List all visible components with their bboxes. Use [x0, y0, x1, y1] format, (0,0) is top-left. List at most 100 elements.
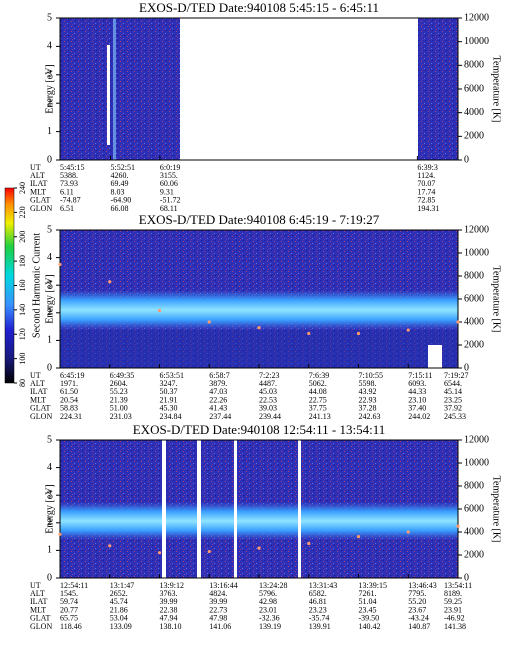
colorbar-tick-label: 240: [18, 182, 27, 194]
temperature-point: [406, 328, 410, 332]
table-cell: -39.50: [359, 614, 380, 623]
table-cell: 6:0:19: [160, 163, 180, 172]
table-cell: 20.54: [60, 395, 78, 404]
table-row-label: GLON: [30, 204, 52, 213]
table-row-label: ALT: [30, 171, 45, 180]
table-cell: 50.37: [160, 387, 178, 396]
y-tick-label: 4: [47, 41, 52, 52]
table-cell: 13:9:12: [160, 581, 184, 590]
table-cell: 51.00: [110, 404, 128, 413]
table-cell: 5598.: [359, 379, 377, 388]
table-cell: 45.74: [110, 597, 128, 606]
table-cell: 7:6:39: [309, 371, 329, 380]
table-cell: 47.94: [160, 614, 178, 623]
table-cell: 12:54:11: [60, 581, 88, 590]
table-row-label: ALT: [30, 589, 45, 598]
y-tick-label: 1: [47, 545, 52, 556]
table-cell: 59.25: [444, 597, 462, 606]
table-cell: 3155.: [160, 171, 178, 180]
table-cell: 23.25: [444, 395, 462, 404]
y2-axis-label: Temperature [K]: [491, 266, 502, 333]
table-row-label: GLAT: [30, 196, 51, 205]
table-cell: 241.13: [309, 412, 331, 421]
table-row-label: GLAT: [30, 614, 51, 623]
table-cell: 7795.: [408, 589, 426, 598]
table-cell: 141.06: [209, 622, 231, 631]
colorbar-tick-label: 100: [18, 353, 27, 365]
y-tick-label: 5: [47, 12, 52, 23]
table-cell: 22.93: [359, 395, 377, 404]
y-axis-label: Energy [eV]: [44, 484, 55, 534]
y2-tick-label: 8000: [464, 270, 484, 281]
y2-tick-label: 4000: [464, 526, 484, 537]
table-cell: 6.51: [60, 204, 74, 213]
y-tick-label: 3: [47, 69, 52, 80]
y2-tick-label: 10000: [464, 457, 489, 468]
table-cell: 51.04: [359, 597, 377, 606]
table-cell: 5:45:15: [60, 163, 84, 172]
table-cell: 21.39: [110, 395, 128, 404]
colorbar-tick-label: 180: [18, 255, 27, 267]
table-cell: 7:19:27: [444, 371, 468, 380]
y-tick-label: 3: [47, 489, 52, 500]
spectrogram-image: [60, 230, 458, 368]
table-cell: 55.23: [110, 387, 128, 396]
y-tick-label: 0: [47, 362, 52, 373]
y-tick-label: 1: [47, 126, 52, 137]
temperature-point: [307, 541, 311, 546]
temperature-point: [257, 546, 261, 550]
y2-tick-label: 10000: [464, 247, 489, 258]
table-cell: 58.83: [60, 404, 78, 413]
y-axis-label: Energy [eV]: [44, 274, 55, 324]
table-cell: -43.24: [408, 614, 429, 623]
y2-axis-label: Temperature [K]: [491, 56, 502, 123]
y2-tick-label: 6000: [464, 503, 484, 514]
table-cell: 22.75: [309, 395, 327, 404]
temperature-point: [356, 535, 361, 539]
table-cell: 8.03: [111, 187, 125, 196]
table-cell: 21.91: [160, 395, 178, 404]
table-cell: 44.33: [408, 387, 426, 396]
table-cell: 17.74: [417, 187, 435, 196]
y2-tick-label: 12000: [464, 224, 489, 235]
table-cell: 5:52:51: [111, 163, 135, 172]
table-cell: 53.04: [110, 614, 128, 623]
table-cell: 4260.: [111, 171, 129, 180]
table-cell: 140.42: [359, 622, 381, 631]
table-cell: 4824.: [209, 589, 227, 598]
colorbar-tick-label: 200: [18, 231, 27, 243]
table-cell: 22.38: [160, 605, 178, 614]
table-cell: 23.45: [359, 605, 377, 614]
temperature-point: [58, 532, 62, 536]
y2-tick-label: 12000: [464, 434, 489, 445]
table-cell: 6:45:19: [60, 371, 84, 380]
y-tick-label: 1: [47, 335, 52, 346]
temperature-point: [356, 331, 361, 336]
table-cell: 6:58:7: [209, 371, 229, 380]
table-cell: 118.46: [60, 622, 82, 631]
table-row-label: ALT: [30, 379, 45, 388]
table-cell: 141.38: [444, 622, 466, 631]
temperature-point: [157, 308, 162, 313]
temperature-point: [58, 262, 62, 267]
temperature-point: [207, 549, 211, 554]
y-tick-label: 4: [47, 252, 52, 263]
table-cell: 13:39:15: [359, 581, 387, 590]
y-tick-label: 4: [47, 462, 52, 473]
table-cell: 45.14: [444, 387, 462, 396]
colorbar-tick-label: 80: [18, 379, 27, 387]
y2-tick-label: 8000: [464, 480, 484, 491]
table-cell: 70.07: [417, 179, 435, 188]
table-cell: 140.87: [408, 622, 430, 631]
table-cell: 7:2:23: [259, 371, 279, 380]
y2-tick-label: 6000: [464, 293, 484, 304]
table-cell: 42.98: [259, 597, 277, 606]
table-cell: 23.23: [309, 605, 327, 614]
y2-tick-label: 8000: [464, 60, 484, 71]
colorbar-label: Second Harmonic Current: [31, 233, 42, 338]
temperature-point: [456, 320, 460, 324]
table-cell: 13:16:44: [209, 581, 237, 590]
y2-tick-label: 0: [464, 362, 469, 373]
table-cell: 37.28: [359, 404, 377, 413]
